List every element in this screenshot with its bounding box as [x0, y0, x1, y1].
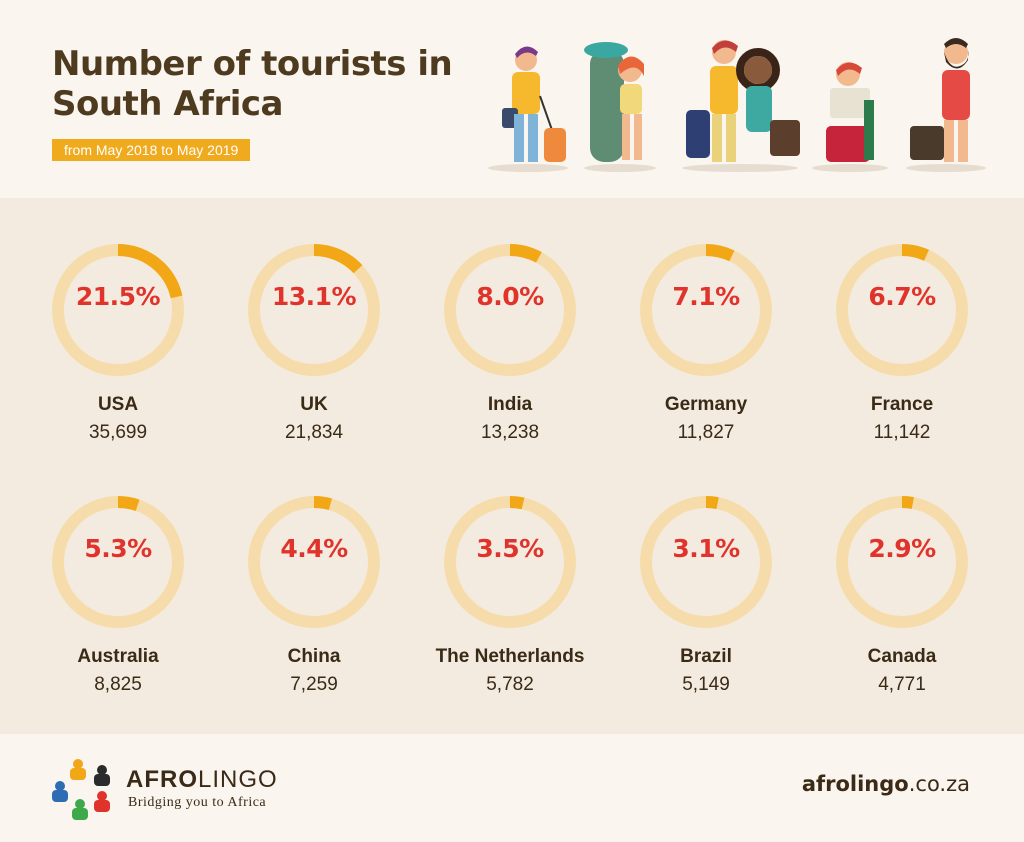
donut-segment	[52, 496, 184, 628]
country-label: Germany	[664, 394, 748, 415]
country-label: The Netherlands	[435, 646, 585, 667]
country-label: France	[870, 394, 934, 415]
traveler-figure	[812, 62, 888, 172]
tourist-count-label: 11,142	[873, 422, 931, 443]
donut-ring	[640, 244, 772, 376]
tourist-count-label: 21,834	[284, 422, 344, 443]
donut-item: 3.5% The Netherlands 5,782	[412, 450, 608, 695]
percent-label: 3.1%	[672, 534, 740, 563]
percent-label: 7.1%	[672, 282, 740, 311]
travelers-illustration	[488, 38, 986, 172]
percent-label: 13.1%	[271, 282, 357, 311]
country-label: Australia	[77, 646, 159, 667]
donut-item: 21.5% USA 35,699	[20, 198, 216, 443]
percent-label: 2.9%	[868, 534, 936, 563]
donut-segment	[640, 244, 772, 376]
donut-ring	[836, 496, 968, 628]
donut-ring	[444, 496, 576, 628]
donut-segment	[444, 496, 576, 628]
footer: AFROLINGO Bridging you to Africa afrolin…	[0, 734, 1024, 842]
date-range-badge: from May 2018 to May 2019	[52, 139, 251, 161]
afrolingo-logo-icon	[52, 759, 110, 820]
page-title: Number of tourists in South Africa	[52, 44, 453, 124]
country-label: UK	[300, 394, 328, 415]
tourist-count-label: 35,699	[88, 422, 148, 443]
tourist-count-label: 4,771	[878, 674, 926, 695]
donut-ring	[836, 244, 968, 376]
donut-item: 5.3% Australia 8,825	[20, 450, 216, 695]
donut-ring	[248, 244, 380, 376]
tourist-count-label: 11,827	[677, 422, 735, 443]
website-link[interactable]: afrolingo.co.za	[802, 772, 970, 796]
country-label: India	[487, 394, 533, 415]
percent-label: 3.5%	[476, 534, 544, 563]
traveler-figure	[488, 46, 568, 172]
country-label: Brazil	[680, 646, 732, 667]
brand-name-bold: AFRO	[126, 766, 198, 793]
tourist-count-label: 13,238	[480, 422, 540, 443]
traveler-figure	[584, 42, 656, 172]
donut-segment	[640, 496, 772, 628]
donut-segment	[836, 496, 968, 628]
chart-area: 21.5% USA 35,699 13.1% UK 21,834 8.0% India 13,2…	[0, 198, 1024, 734]
donut-item: 3.1% Brazil 5,149	[608, 450, 804, 695]
brand-tagline: Bridging you to Africa	[128, 795, 267, 810]
donut-item: 13.1% UK 21,834	[216, 198, 412, 443]
donut-segment	[52, 244, 184, 376]
percent-label: 4.4%	[280, 534, 348, 563]
website-domain-bold: afrolingo	[801, 772, 909, 796]
donut-item: 8.0% India 13,238	[412, 198, 608, 443]
donut-ring	[52, 496, 184, 628]
percent-label: 21.5%	[75, 282, 161, 311]
country-label: USA	[97, 394, 139, 415]
traveler-figure	[906, 38, 986, 172]
donut-segment	[444, 244, 576, 376]
donut-item: 4.4% China 7,259	[216, 450, 412, 695]
brand-name: AFROLINGO	[126, 766, 278, 794]
donut-segment	[836, 244, 968, 376]
donut-ring	[52, 244, 184, 376]
tourist-count-label: 5,782	[486, 674, 534, 695]
donut-segment	[248, 496, 380, 628]
traveler-figure	[682, 40, 800, 172]
donut-ring	[640, 496, 772, 628]
percent-label: 5.3%	[84, 534, 152, 563]
donut-item: 6.7% France 11,142	[804, 198, 1000, 443]
percent-label: 8.0%	[476, 282, 544, 311]
percent-label: 6.7%	[868, 282, 936, 311]
tourist-count-label: 7,259	[290, 674, 338, 695]
brand-name-rest: LINGO	[198, 766, 278, 793]
country-label: China	[287, 646, 341, 667]
header: Number of tourists in South Africa from …	[0, 0, 1024, 198]
tourist-count-label: 8,825	[94, 674, 142, 695]
donut-item: 2.9% Canada 4,771	[804, 450, 1000, 695]
donut-item: 7.1% Germany 11,827	[608, 198, 804, 443]
donut-segment	[248, 244, 380, 376]
donut-ring	[248, 496, 380, 628]
tourist-count-label: 5,149	[682, 674, 730, 695]
country-label: Canada	[867, 646, 937, 667]
donut-ring	[444, 244, 576, 376]
website-domain-suffix: .co.za	[908, 772, 970, 796]
